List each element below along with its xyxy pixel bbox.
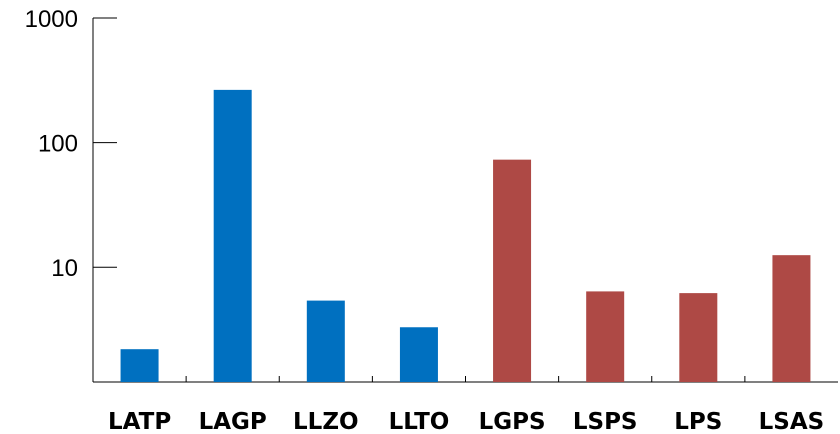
category-label: LSAS bbox=[759, 409, 825, 434]
y-tick-label: 100 bbox=[38, 131, 78, 158]
bar-latp bbox=[120, 349, 159, 382]
bar-lps bbox=[679, 293, 718, 382]
category-label: LPS bbox=[674, 409, 722, 434]
y-tick-label: 10 bbox=[51, 255, 78, 282]
y-axis: 10 100 1000 bbox=[25, 6, 117, 382]
category-label: LATP bbox=[108, 409, 171, 434]
bar-lsas bbox=[772, 255, 811, 382]
category-labels: LATP LAGP LLZO LLTO LGPS LSPS LPS LSAS bbox=[108, 409, 824, 434]
bar-lagp bbox=[213, 89, 252, 383]
x-axis bbox=[93, 376, 838, 383]
category-label: LAGP bbox=[199, 409, 267, 434]
bar-lsps bbox=[586, 291, 625, 382]
y-tick-label: 1000 bbox=[25, 6, 78, 33]
bar-llto bbox=[399, 327, 438, 382]
category-label: LSPS bbox=[573, 409, 638, 434]
category-label: LLTO bbox=[389, 409, 450, 434]
bars bbox=[120, 89, 811, 383]
bar-lgps bbox=[493, 159, 532, 382]
category-label: LGPS bbox=[479, 409, 546, 434]
category-label: LLZO bbox=[293, 409, 359, 434]
bar-llzo bbox=[306, 300, 345, 382]
